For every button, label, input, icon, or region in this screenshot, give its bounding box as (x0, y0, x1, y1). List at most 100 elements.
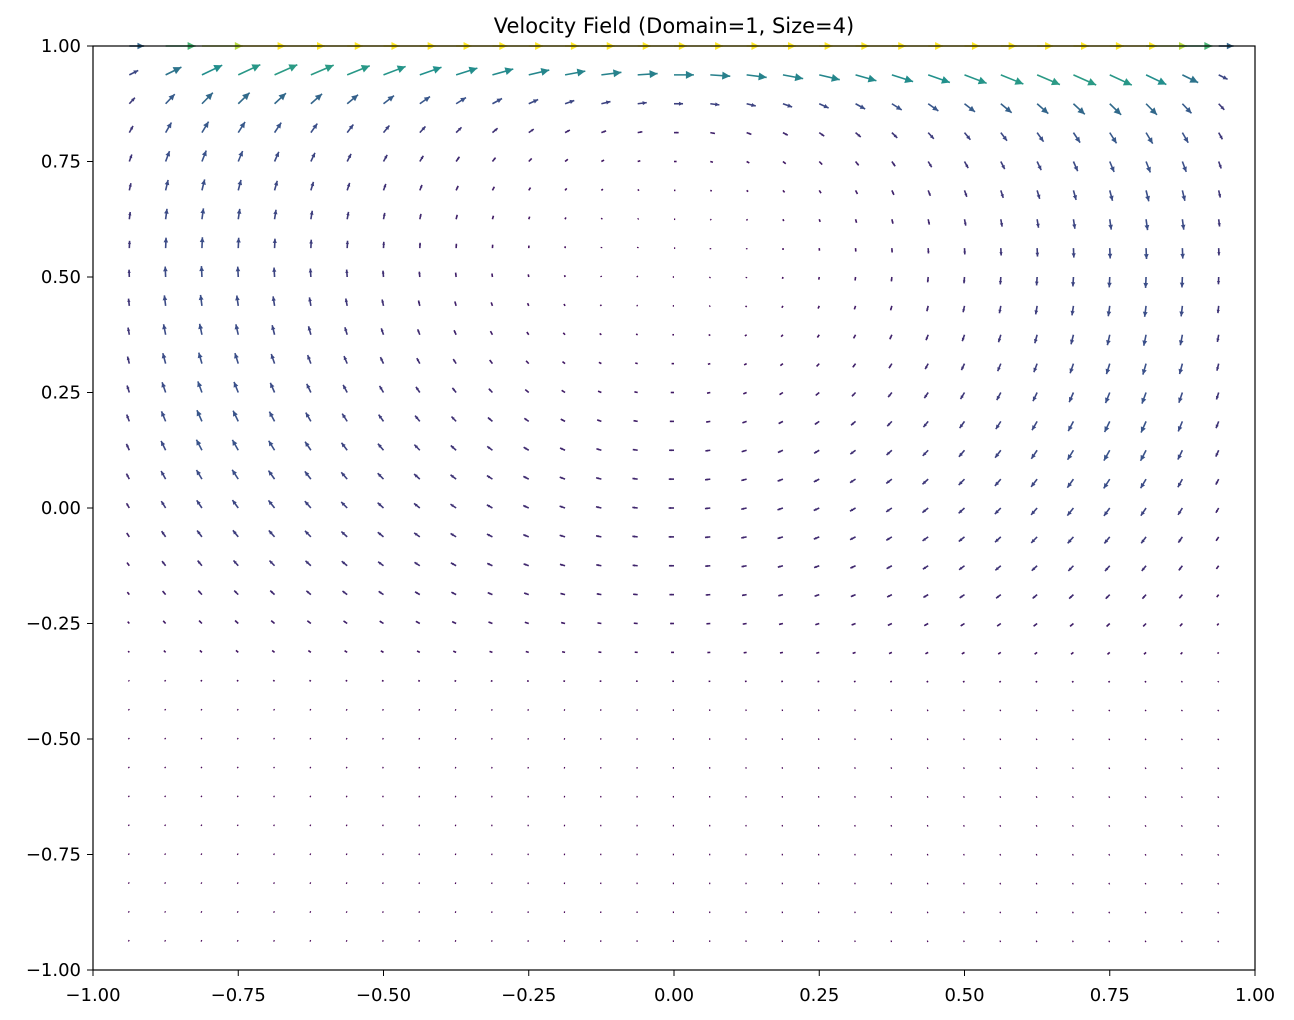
quiver-arrow (489, 359, 494, 365)
quiver-arrow (885, 536, 893, 541)
quiver-arrow (271, 325, 276, 335)
quiver-arrow (380, 650, 384, 654)
quiver-arrow (596, 564, 602, 567)
quiver-arrow (450, 444, 457, 451)
quiver-arrow (528, 187, 532, 191)
quiver-arrow (637, 70, 658, 79)
quiver-arrow (164, 939, 167, 942)
quiver-arrow (779, 362, 784, 367)
quiver-arrow (1216, 363, 1220, 371)
quiver-arrow (1103, 507, 1111, 517)
quiver-arrow (778, 420, 784, 425)
quiver-arrow (851, 622, 856, 626)
quiver-arrow (782, 189, 786, 193)
quiver-arrow (921, 478, 929, 485)
quiver-arrow (852, 363, 857, 368)
quiver-arrow (1177, 449, 1184, 460)
quiver-arrow (1144, 911, 1147, 914)
quiver-arrow (632, 506, 638, 509)
quiver-arrow (450, 532, 457, 538)
quiver-arrow (382, 124, 391, 134)
quiver-arrow (708, 305, 711, 308)
quiver-arrow (418, 242, 422, 249)
quiver-arrow (779, 651, 784, 654)
x-tick-label: 0.75 (1090, 985, 1130, 1006)
quiver-arrow (742, 391, 747, 395)
quiver-arrow (524, 621, 529, 625)
quiver-arrow (197, 560, 203, 567)
quiver-arrow (272, 679, 276, 682)
quiver-arrow (886, 593, 893, 598)
x-tick-label: −0.50 (356, 985, 411, 1006)
quiver-arrow (127, 298, 131, 306)
quiver-arrow (704, 507, 711, 510)
quiver-arrow (1217, 248, 1221, 256)
quiver-arrow (668, 535, 674, 539)
quiver-arrow (670, 391, 674, 394)
quiver-arrow (526, 302, 530, 307)
quiver-arrow (233, 381, 239, 393)
quiver-arrow (564, 158, 569, 163)
quiver-arrow (924, 363, 929, 370)
quiver-arrow (267, 499, 276, 509)
quiver-arrow (891, 74, 914, 84)
quiver-arrow (633, 419, 638, 423)
quiver-arrow (1104, 565, 1111, 572)
y-tick-label: 0.75 (41, 152, 81, 173)
quiver-arrow (273, 853, 275, 856)
quiver-arrow (162, 324, 167, 335)
quiver-arrow (922, 449, 929, 457)
quiver-arrow (1036, 161, 1042, 171)
quiver-arrow (1180, 767, 1183, 770)
quiver-arrow (1144, 219, 1150, 231)
y-tick-label: 0.25 (41, 383, 81, 404)
quiver-arrow (416, 357, 421, 365)
quiver-arrow (741, 478, 747, 482)
quiver-arrow (308, 297, 312, 307)
quiver-arrow (269, 590, 276, 596)
quiver-arrow (237, 63, 261, 76)
quiver-arrow (455, 66, 478, 76)
quiver-arrow (1035, 882, 1038, 885)
quiver-arrow (234, 324, 240, 335)
y-tick-label: 1.00 (41, 36, 81, 57)
quiver-arrow (999, 767, 1002, 770)
y-tick-label: −1.00 (26, 960, 81, 981)
quiver-arrow (273, 911, 275, 913)
quiver-arrow (777, 449, 784, 454)
quiver-arrow (382, 212, 386, 220)
quiver-arrow (492, 67, 514, 76)
quiver-arrow (818, 218, 821, 223)
quiver-arrow (1217, 767, 1220, 770)
quiver-arrow (814, 593, 820, 597)
quiver-arrow (958, 507, 966, 514)
quiver-arrow (309, 795, 312, 798)
quiver-arrow (560, 592, 566, 596)
quiver-arrow (196, 529, 203, 538)
quiver-arrow (487, 591, 493, 596)
quiver-arrow (636, 275, 639, 278)
quiver-arrow (1036, 219, 1040, 228)
quiver-arrow (1108, 767, 1111, 770)
quiver-arrow (564, 217, 567, 220)
quiver-arrow (1218, 103, 1225, 111)
quiver-arrow (818, 189, 822, 194)
quiver-arrow (1139, 449, 1147, 462)
quiver-arrow (889, 305, 893, 311)
quiver-arrow (1140, 507, 1147, 517)
quiver-arrow (232, 559, 239, 567)
quiver-arrow (232, 410, 239, 422)
quiver-arrow (340, 530, 348, 538)
quiver-arrow (1108, 940, 1111, 943)
quiver-arrow (1178, 392, 1184, 404)
quiver-arrow (994, 507, 1002, 515)
quiver-arrow (382, 737, 384, 740)
quiver-arrow (710, 102, 720, 107)
quiver-arrow (380, 328, 385, 336)
quiver-arrow (1107, 276, 1112, 288)
quiver-arrow (528, 157, 533, 163)
quiver-arrow (236, 766, 239, 769)
quiver-arrow (125, 502, 131, 509)
quiver-arrow (270, 353, 276, 364)
quiver-arrow (1035, 709, 1038, 712)
